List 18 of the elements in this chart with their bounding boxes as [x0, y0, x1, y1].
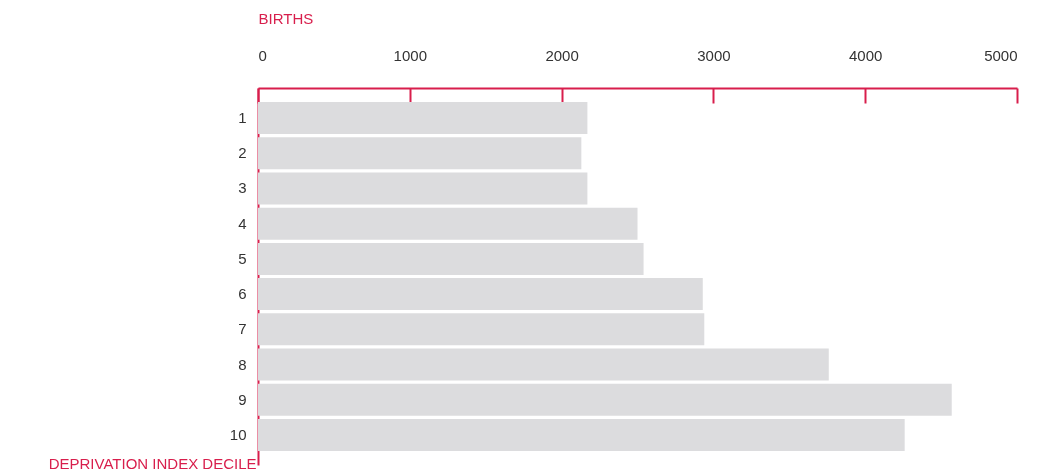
x-tick-label: 5000: [984, 46, 1018, 64]
y-tick-label: 9: [238, 390, 247, 408]
y-tick-label: 2: [238, 144, 247, 162]
y-tick-label: 3: [238, 179, 247, 197]
y-tick-label: 4: [238, 214, 247, 232]
x-tick-label: 4000: [849, 46, 883, 64]
x-tick-label: 1000: [393, 46, 427, 64]
y-tick-label: 8: [238, 355, 247, 373]
x-tick-label: 3000: [697, 46, 731, 64]
y-tick-label: 6: [238, 285, 247, 303]
y-tick-label: 10: [229, 425, 247, 443]
y-axis-title: DEPRIVATION INDEX DECILE: [48, 454, 257, 470]
x-axis-title: BIRTHS: [258, 9, 314, 27]
y-tick-label: 1: [238, 109, 247, 127]
y-tick-label: 7: [238, 320, 247, 338]
x-tick-label: 0: [258, 46, 267, 64]
x-tick-label: 2000: [545, 46, 579, 64]
y-tick-label: 5: [238, 249, 247, 267]
